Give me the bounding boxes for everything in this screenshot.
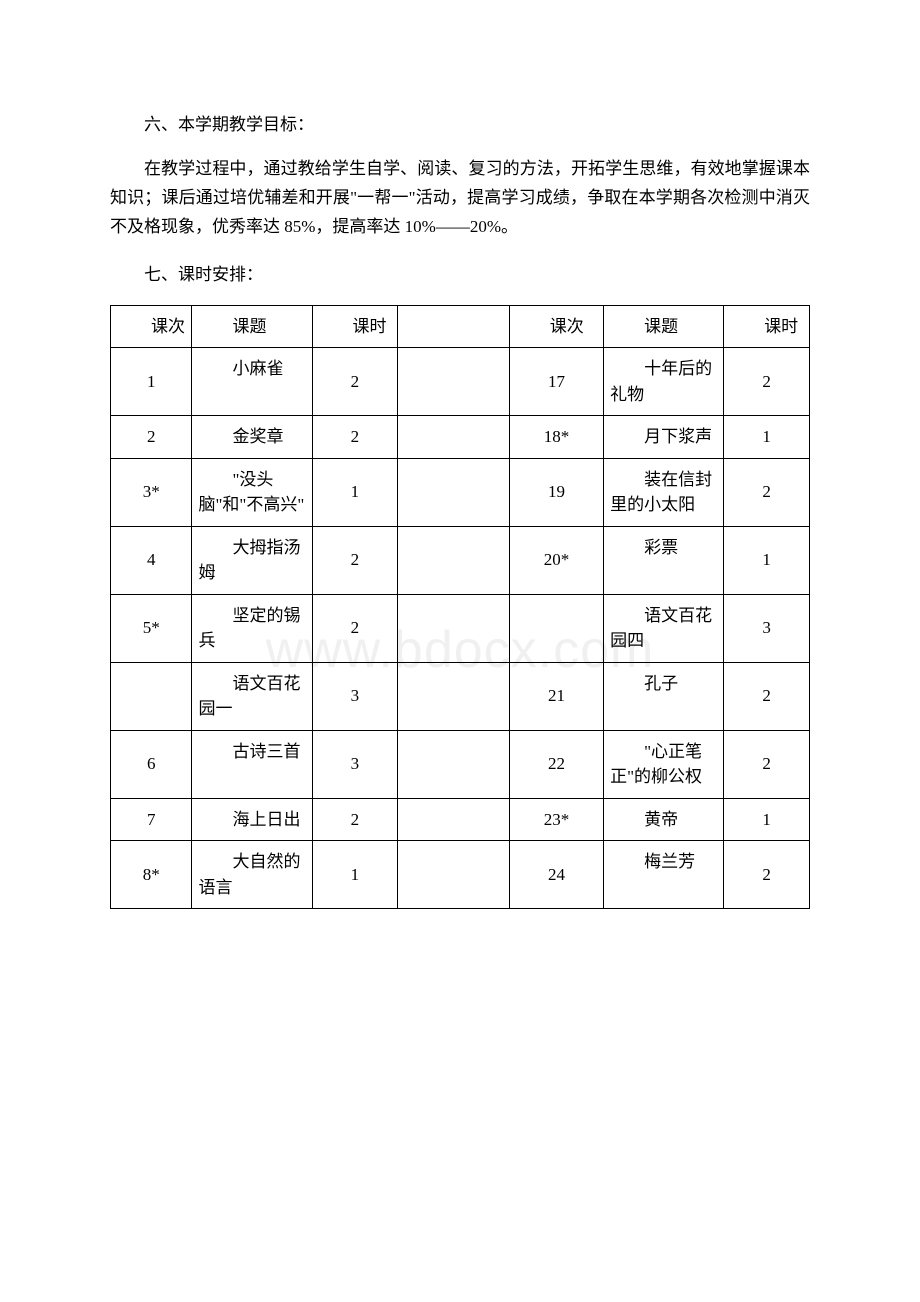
table-row: 5* 坚定的锡兵 2 语文百花园四 3 [111,594,810,662]
cell-spacer [398,526,509,594]
section-6-heading: 六、本学期教学目标： [110,110,810,135]
cell-num: 6 [111,730,192,798]
cell-num: 5* [111,594,192,662]
header-lesson-title-left: 课题 [192,305,312,348]
cell-title: 黄帝 [604,798,724,841]
cell-spacer [398,458,509,526]
cell-spacer [398,662,509,730]
cell-num: 21 [509,662,603,730]
cell-spacer [398,416,509,459]
cell-title: 古诗三首 [192,730,312,798]
cell-hours: 2 [312,526,398,594]
cell-title: 孔子 [604,662,724,730]
table-row: 1 小麻雀 2 17 十年后的礼物 2 [111,348,810,416]
header-lesson-title-right: 课题 [604,305,724,348]
cell-title: 梅兰芳 [604,841,724,909]
cell-hours: 1 [724,416,810,459]
cell-hours: 1 [312,458,398,526]
cell-title: "心正笔正"的柳公权 [604,730,724,798]
header-lesson-num-left: 课次 [111,305,192,348]
cell-title: 彩票 [604,526,724,594]
header-spacer [398,305,509,348]
cell-hours: 1 [724,798,810,841]
cell-title: 坚定的锡兵 [192,594,312,662]
cell-num: 7 [111,798,192,841]
cell-spacer [398,730,509,798]
cell-num: 18* [509,416,603,459]
cell-num: 8* [111,841,192,909]
table-row: 6 古诗三首 3 22 "心正笔正"的柳公权 2 [111,730,810,798]
header-lesson-hours-left: 课时 [312,305,398,348]
cell-hours: 2 [312,348,398,416]
table-row: 语文百花园一 3 21 孔子 2 [111,662,810,730]
table-row: 4 大拇指汤姆 2 20* 彩票 1 [111,526,810,594]
cell-num: 23* [509,798,603,841]
cell-spacer [398,594,509,662]
cell-title: 装在信封里的小太阳 [604,458,724,526]
cell-num: 3* [111,458,192,526]
cell-title: 十年后的礼物 [604,348,724,416]
cell-title: "没头脑"和"不高兴" [192,458,312,526]
cell-hours: 3 [312,730,398,798]
cell-hours: 2 [312,798,398,841]
cell-hours: 2 [724,662,810,730]
document-content: 六、本学期教学目标： 在教学过程中，通过教给学生自学、阅读、复习的方法，开拓学生… [110,110,810,909]
cell-title: 月下浆声 [604,416,724,459]
cell-num [111,662,192,730]
cell-spacer [398,841,509,909]
header-lesson-hours-right: 课时 [724,305,810,348]
cell-hours: 2 [312,594,398,662]
cell-hours: 2 [312,416,398,459]
cell-title: 金奖章 [192,416,312,459]
cell-title: 海上日出 [192,798,312,841]
cell-hours: 2 [724,458,810,526]
table-row: 8* 大自然的语言 1 24 梅兰芳 2 [111,841,810,909]
table-row: 3* "没头脑"和"不高兴" 1 19 装在信封里的小太阳 2 [111,458,810,526]
cell-title: 大自然的语言 [192,841,312,909]
cell-num: 4 [111,526,192,594]
cell-num: 20* [509,526,603,594]
cell-hours: 3 [312,662,398,730]
table-row: 7 海上日出 2 23* 黄帝 1 [111,798,810,841]
table-row: 2 金奖章 2 18* 月下浆声 1 [111,416,810,459]
section-6-paragraph: 在教学过程中，通过教给学生自学、阅读、复习的方法，开拓学生思维，有效地掌握课本知… [110,155,810,242]
header-lesson-num-right: 课次 [509,305,603,348]
cell-num: 1 [111,348,192,416]
cell-num: 22 [509,730,603,798]
cell-num [509,594,603,662]
table-header-row: 课次 课题 课时 课次 课题 课时 [111,305,810,348]
cell-spacer [398,348,509,416]
cell-title: 小麻雀 [192,348,312,416]
cell-title: 语文百花园一 [192,662,312,730]
cell-num: 2 [111,416,192,459]
cell-hours: 1 [724,526,810,594]
cell-hours: 2 [724,730,810,798]
schedule-table: 课次 课题 课时 课次 课题 课时 1 小麻雀 2 17 十年后的礼物 2 2 … [110,305,810,910]
section-7-heading: 七、课时安排： [110,260,810,285]
cell-hours: 3 [724,594,810,662]
cell-spacer [398,798,509,841]
cell-num: 19 [509,458,603,526]
cell-hours: 1 [312,841,398,909]
cell-title: 语文百花园四 [604,594,724,662]
cell-title: 大拇指汤姆 [192,526,312,594]
cell-num: 17 [509,348,603,416]
cell-num: 24 [509,841,603,909]
cell-hours: 2 [724,348,810,416]
cell-hours: 2 [724,841,810,909]
